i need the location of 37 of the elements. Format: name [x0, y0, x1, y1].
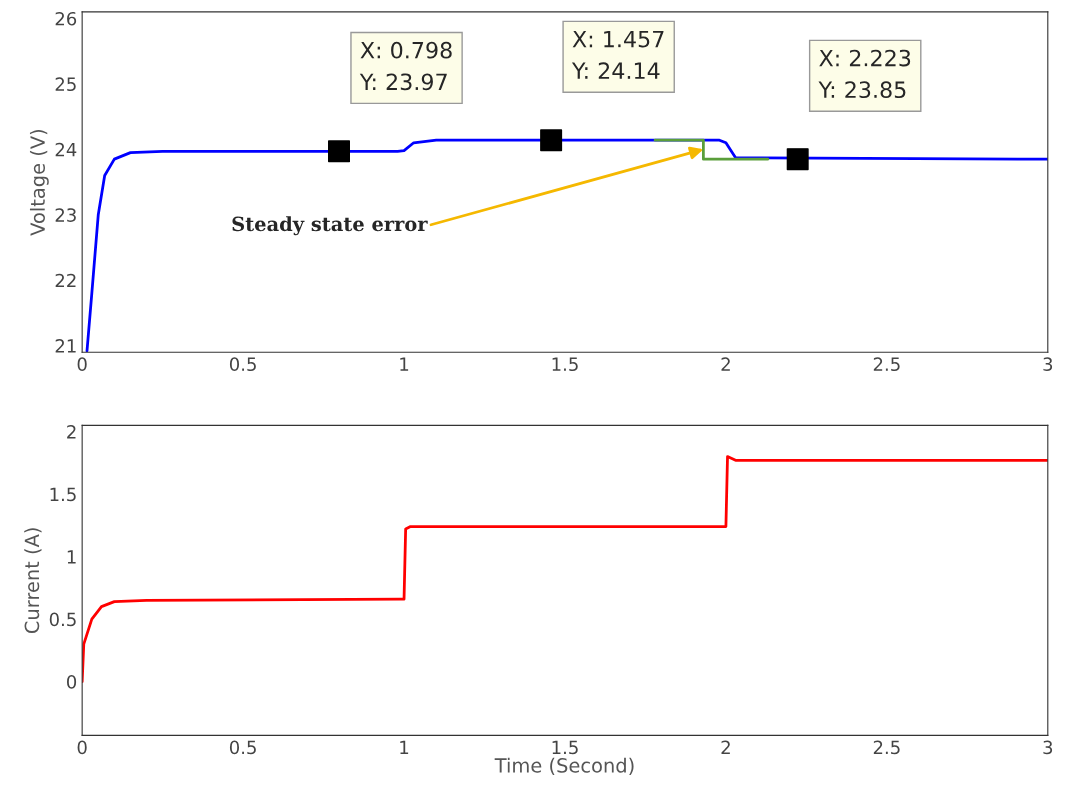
annotation: Steady state error	[232, 216, 428, 236]
y-tick-label: 25	[55, 77, 76, 92]
annotation: X: 1.457 Y: 24.14	[571, 30, 664, 79]
x-tick-label: 2.5	[873, 740, 900, 755]
y-tick-label: 22	[55, 273, 76, 288]
y-tick-label: 21	[55, 339, 76, 353]
annotation: X: 0.798 Y: 23.97	[359, 41, 452, 91]
x-axis-title: Time (Second)	[494, 757, 634, 776]
y-tick-label: 0	[67, 675, 77, 689]
y-tick-label: 0.5	[49, 612, 76, 627]
x-tick-label: 1.5	[552, 740, 578, 755]
line-series	[82, 455, 1048, 684]
x-tick-label: 3	[1043, 357, 1053, 372]
x-tick-label: 0	[77, 357, 87, 372]
y-axis-title: Current (A)	[24, 528, 42, 634]
point	[786, 148, 809, 171]
y-tick-label: 1.5	[50, 487, 76, 502]
annotation: X: 2.223 Y: 23.85	[818, 49, 911, 99]
x-tick-label: 0	[77, 740, 87, 755]
y-tick-label: 2	[67, 425, 76, 439]
y-tick-label: 23	[55, 208, 76, 222]
y-tick-label: 24	[55, 142, 77, 157]
x-tick-label: 2	[721, 740, 730, 754]
x-tick-label: 1	[400, 357, 409, 371]
y-axis-title: Voltage (V)	[29, 129, 49, 236]
y-tick-label: 1	[67, 550, 76, 564]
x-tick-label: 1	[400, 740, 409, 754]
point	[540, 129, 563, 152]
x-tick-label: 2	[721, 357, 730, 371]
x-tick-label: 2.5	[873, 357, 900, 372]
x-tick-label: 0.5	[229, 740, 256, 755]
x-tick-label: 3	[1043, 740, 1053, 755]
x-tick-label: 1.5	[552, 357, 578, 372]
y-tick-label: 26	[55, 11, 77, 26]
line-series	[85, 138, 1048, 353]
point	[328, 140, 351, 163]
x-tick-label: 0.5	[229, 357, 256, 372]
